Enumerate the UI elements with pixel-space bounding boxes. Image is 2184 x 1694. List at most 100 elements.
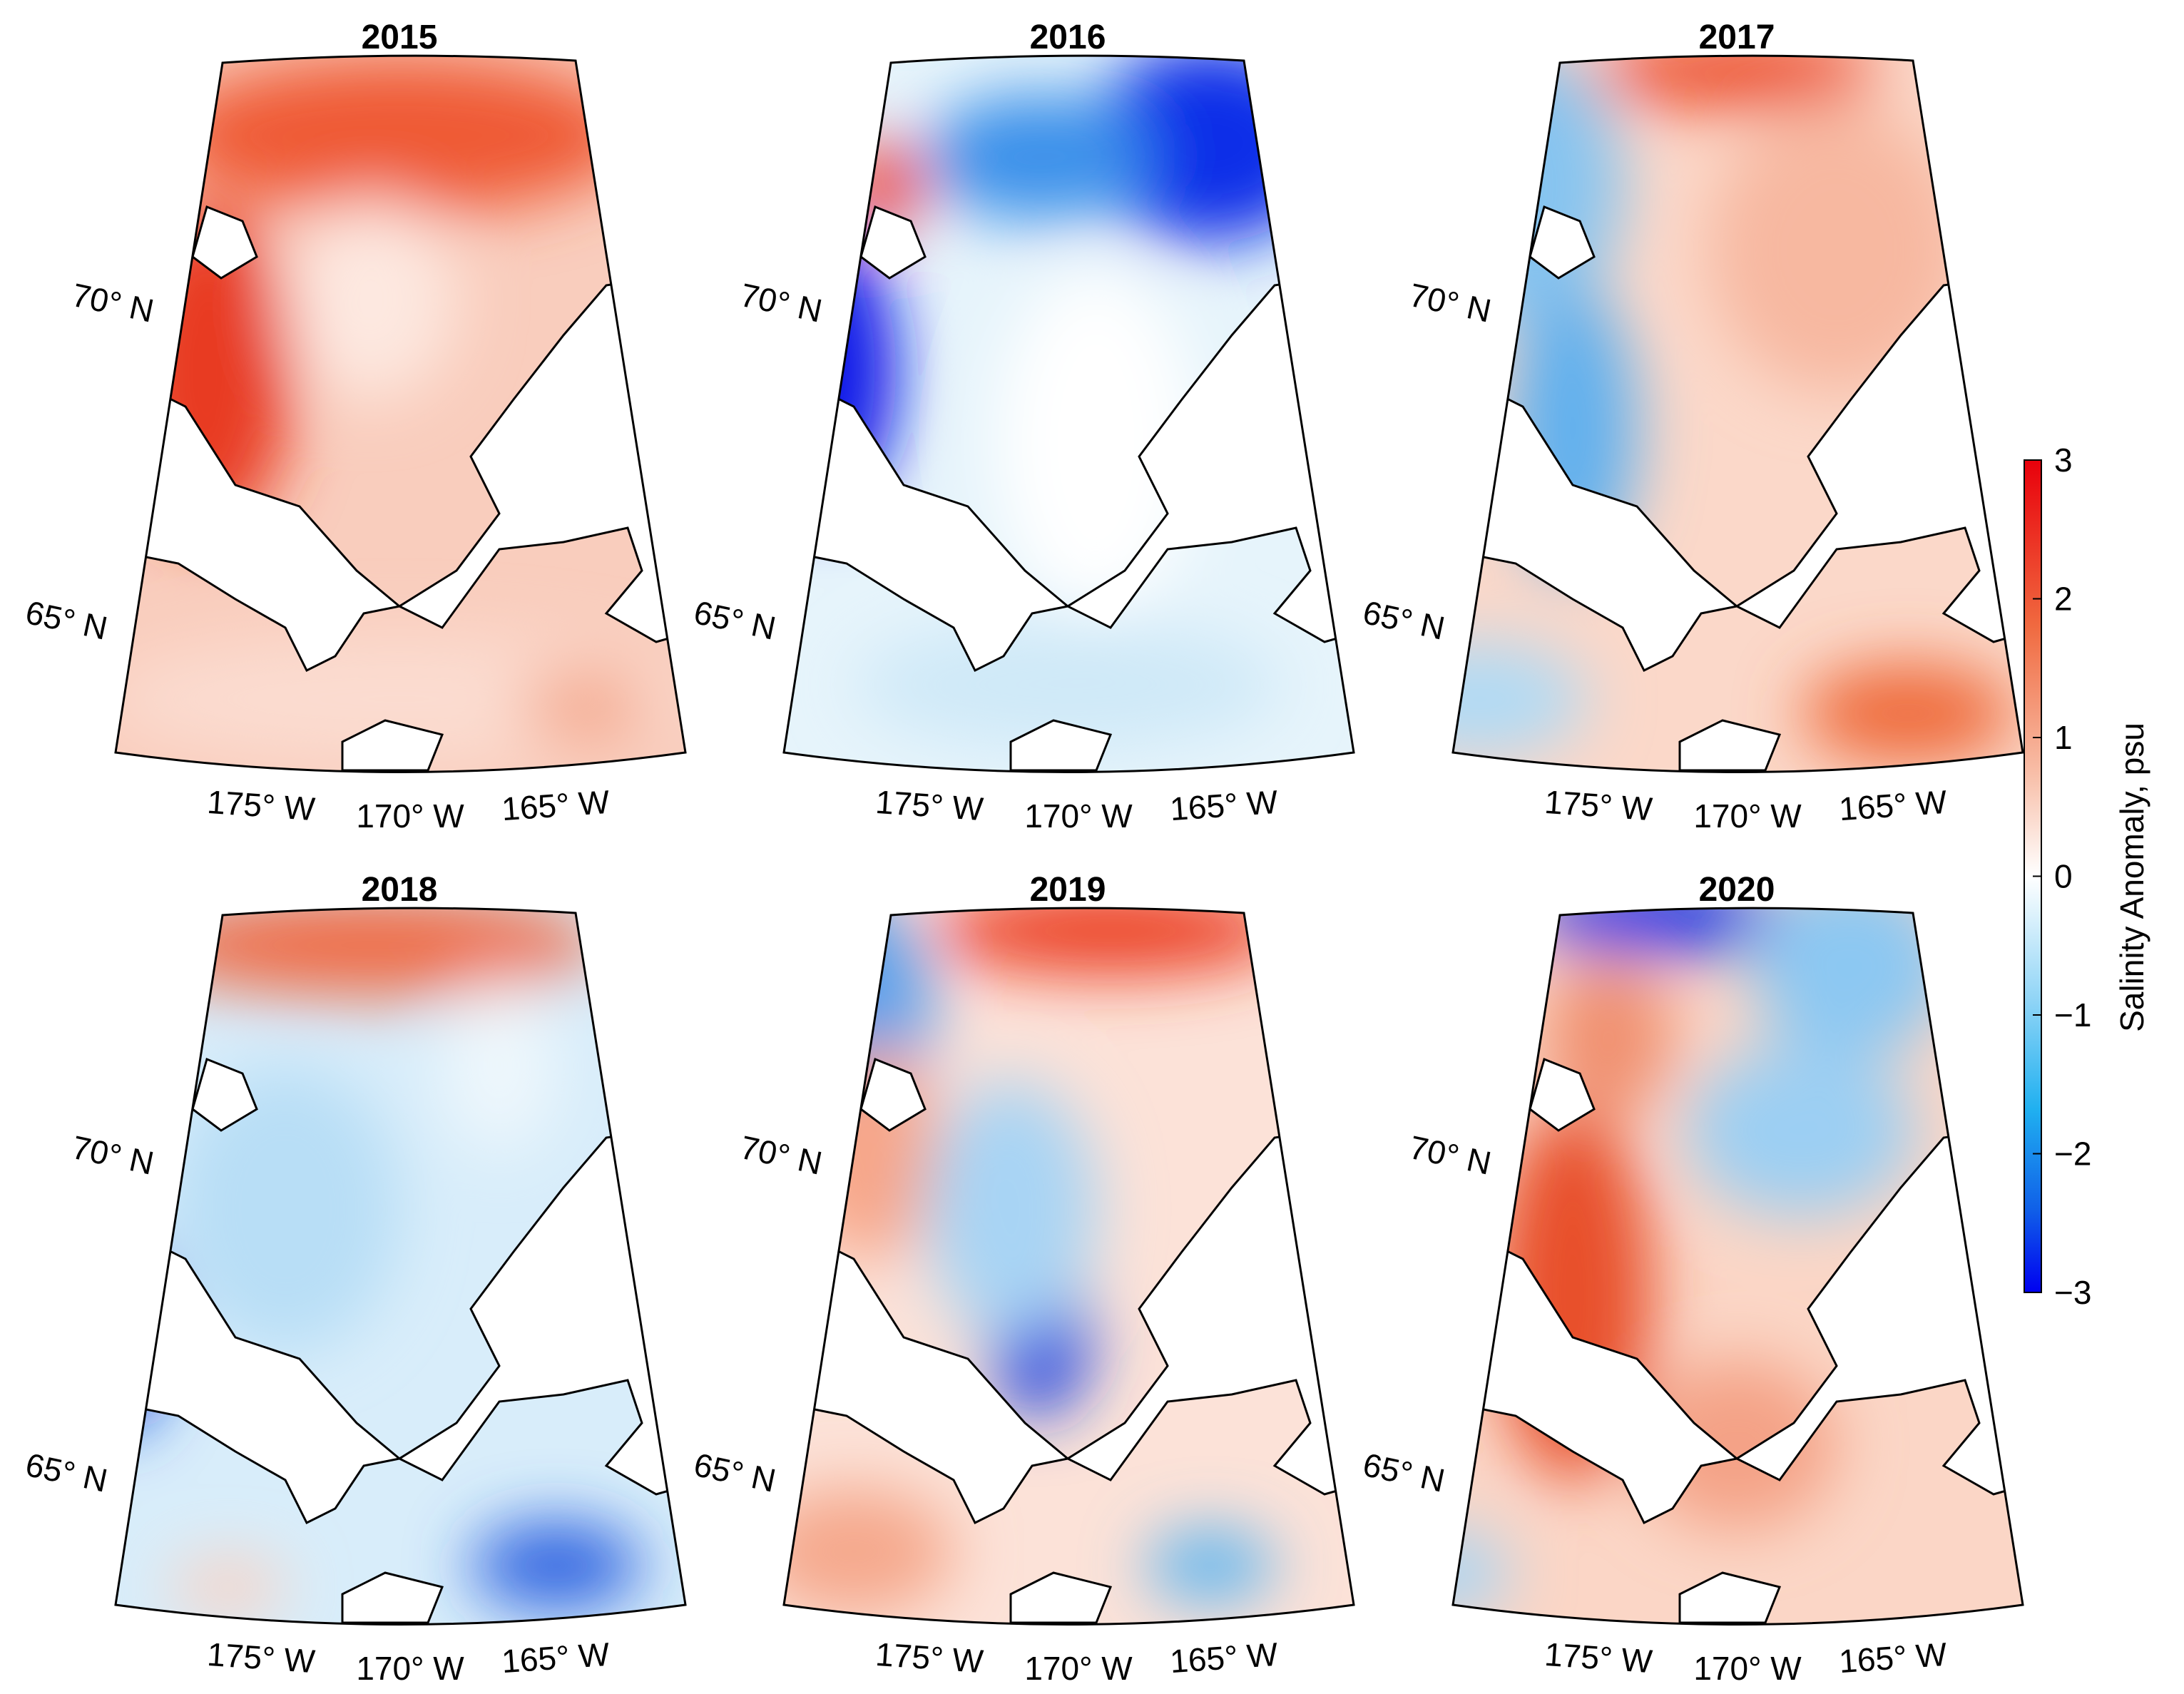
- field-blob: [932, 908, 1289, 974]
- map-panel: 2018 70° N 65° N 175° W 170° W 165° W: [22, 871, 687, 1687]
- map-frame: [782, 907, 1355, 1626]
- field-blob: [171, 1558, 285, 1616]
- lat-label: 70° N: [737, 276, 825, 330]
- map-panel: 2019 70° N 65° N 175° W 170° W 165° W: [690, 871, 1355, 1687]
- land-wrangel: [1529, 1057, 1596, 1132]
- map-panel: 2017 70° N 65° N 175° W 170° W 165° W: [1359, 19, 2024, 835]
- field-blob: [1751, 908, 1951, 1059]
- land-wrangel: [859, 205, 927, 280]
- lat-label: 65° N: [22, 593, 111, 647]
- colorbar-tick-label: −3: [2054, 1274, 2091, 1311]
- field-blob: [996, 271, 1196, 613]
- lat-label: 70° N: [737, 1128, 825, 1182]
- lat-label: 70° N: [1406, 1128, 1494, 1182]
- lon-label: 165° W: [501, 1636, 611, 1680]
- lon-label: 170° W: [356, 797, 464, 835]
- field-blob: [143, 908, 599, 995]
- field-blob: [1594, 56, 1879, 107]
- map-frame: [114, 907, 687, 1626]
- land-south: [1009, 719, 1113, 772]
- field-blob: [1708, 107, 1965, 392]
- map-frame: [1451, 54, 2024, 773]
- lon-label: 165° W: [1838, 1636, 1949, 1680]
- field-blob: [925, 93, 1153, 221]
- map-frame: [114, 54, 687, 773]
- colorbar-tick-label: 3: [2054, 442, 2073, 479]
- map-panel: 2020 70° N 65° N 175° W 170° W 165° W: [1359, 871, 2024, 1687]
- field-blob: [1530, 908, 1787, 952]
- colorbar-tick-label: 2: [2054, 581, 2073, 618]
- field-blob: [1801, 663, 2015, 763]
- colorbar-tick-label: −2: [2054, 1136, 2091, 1173]
- lon-label: 175° W: [1543, 783, 1654, 827]
- land-south: [341, 1571, 444, 1624]
- lat-label: 65° N: [1359, 593, 1448, 647]
- land-south: [341, 719, 444, 772]
- land-south: [1678, 1571, 1782, 1624]
- panel-title: 2016: [1030, 19, 1106, 56]
- lon-label: 170° W: [356, 1650, 464, 1687]
- lon-label: 175° W: [874, 1636, 985, 1680]
- salinity-field: [1453, 908, 2023, 1625]
- colorbar-tick-label: −1: [2054, 996, 2091, 1034]
- land-wrangel: [191, 205, 258, 280]
- field-blob: [521, 670, 649, 742]
- lon-label: 175° W: [206, 783, 317, 827]
- lon-label: 170° W: [1693, 1650, 1802, 1687]
- land-south: [1009, 1571, 1113, 1624]
- map-panel: 2015 70° N 65° N 175° W 170° W 165° W: [22, 19, 687, 835]
- panel-title: 2018: [362, 871, 438, 909]
- map-panel: 2016 70° N 65° N 175° W 170° W 165° W: [690, 19, 1355, 835]
- field-blob: [1453, 56, 1623, 321]
- map-frame: [782, 54, 1355, 773]
- colorbar-label: Salinity Anomaly, psu: [2113, 723, 2150, 1032]
- lat-label: 65° N: [1359, 1446, 1448, 1499]
- salinity-field: [784, 56, 1354, 772]
- panel-title: 2017: [1699, 19, 1775, 56]
- colorbar-tick-label: 1: [2054, 719, 2073, 756]
- lon-label: 175° W: [206, 1636, 317, 1680]
- field-blob: [442, 981, 556, 1152]
- salinity-field: [1453, 56, 2023, 772]
- colorbar-tick-label: 0: [2054, 858, 2073, 895]
- lat-label: 65° N: [690, 593, 779, 647]
- lon-label: 165° W: [1169, 783, 1280, 827]
- field-blob: [285, 200, 456, 399]
- lat-label: 65° N: [22, 1446, 111, 1499]
- panel-title: 2019: [1030, 871, 1106, 909]
- lon-label: 165° W: [1169, 1636, 1280, 1680]
- field-blob: [1687, 1045, 1915, 1216]
- lat-label: 70° N: [68, 276, 157, 330]
- lon-label: 165° W: [1838, 783, 1949, 827]
- lon-label: 170° W: [1024, 1650, 1133, 1687]
- field-blob: [1146, 1530, 1275, 1601]
- field-blob: [164, 57, 635, 214]
- land-wrangel: [1529, 205, 1596, 280]
- panel-title: 2015: [362, 19, 438, 56]
- salinity-field: [116, 908, 685, 1625]
- field-blob: [471, 1523, 642, 1608]
- land-south: [1678, 719, 1782, 772]
- field-blob: [1453, 1530, 1509, 1616]
- lon-label: 165° W: [501, 783, 611, 827]
- land-wrangel: [191, 1057, 258, 1132]
- colorbar: Salinity Anomaly, psu −3 −2 −1 0 1 2 3: [2024, 442, 2150, 1311]
- lon-label: 170° W: [1693, 797, 1802, 835]
- land-wrangel: [859, 1057, 927, 1132]
- field-blob: [784, 1487, 954, 1616]
- field-blob: [925, 1081, 1096, 1337]
- lon-label: 170° W: [1024, 797, 1133, 835]
- field-blob: [854, 621, 1282, 749]
- lat-label: 65° N: [690, 1446, 779, 1499]
- lon-label: 175° W: [1543, 1636, 1654, 1680]
- lat-label: 70° N: [1406, 276, 1494, 330]
- field-blob: [171, 1066, 399, 1352]
- lat-label: 70° N: [68, 1128, 157, 1182]
- field-blob: [1453, 642, 1587, 756]
- salinity-field: [784, 908, 1354, 1625]
- map-frame: [1451, 907, 2024, 1626]
- lon-label: 175° W: [874, 783, 985, 827]
- panel-title: 2020: [1699, 871, 1775, 909]
